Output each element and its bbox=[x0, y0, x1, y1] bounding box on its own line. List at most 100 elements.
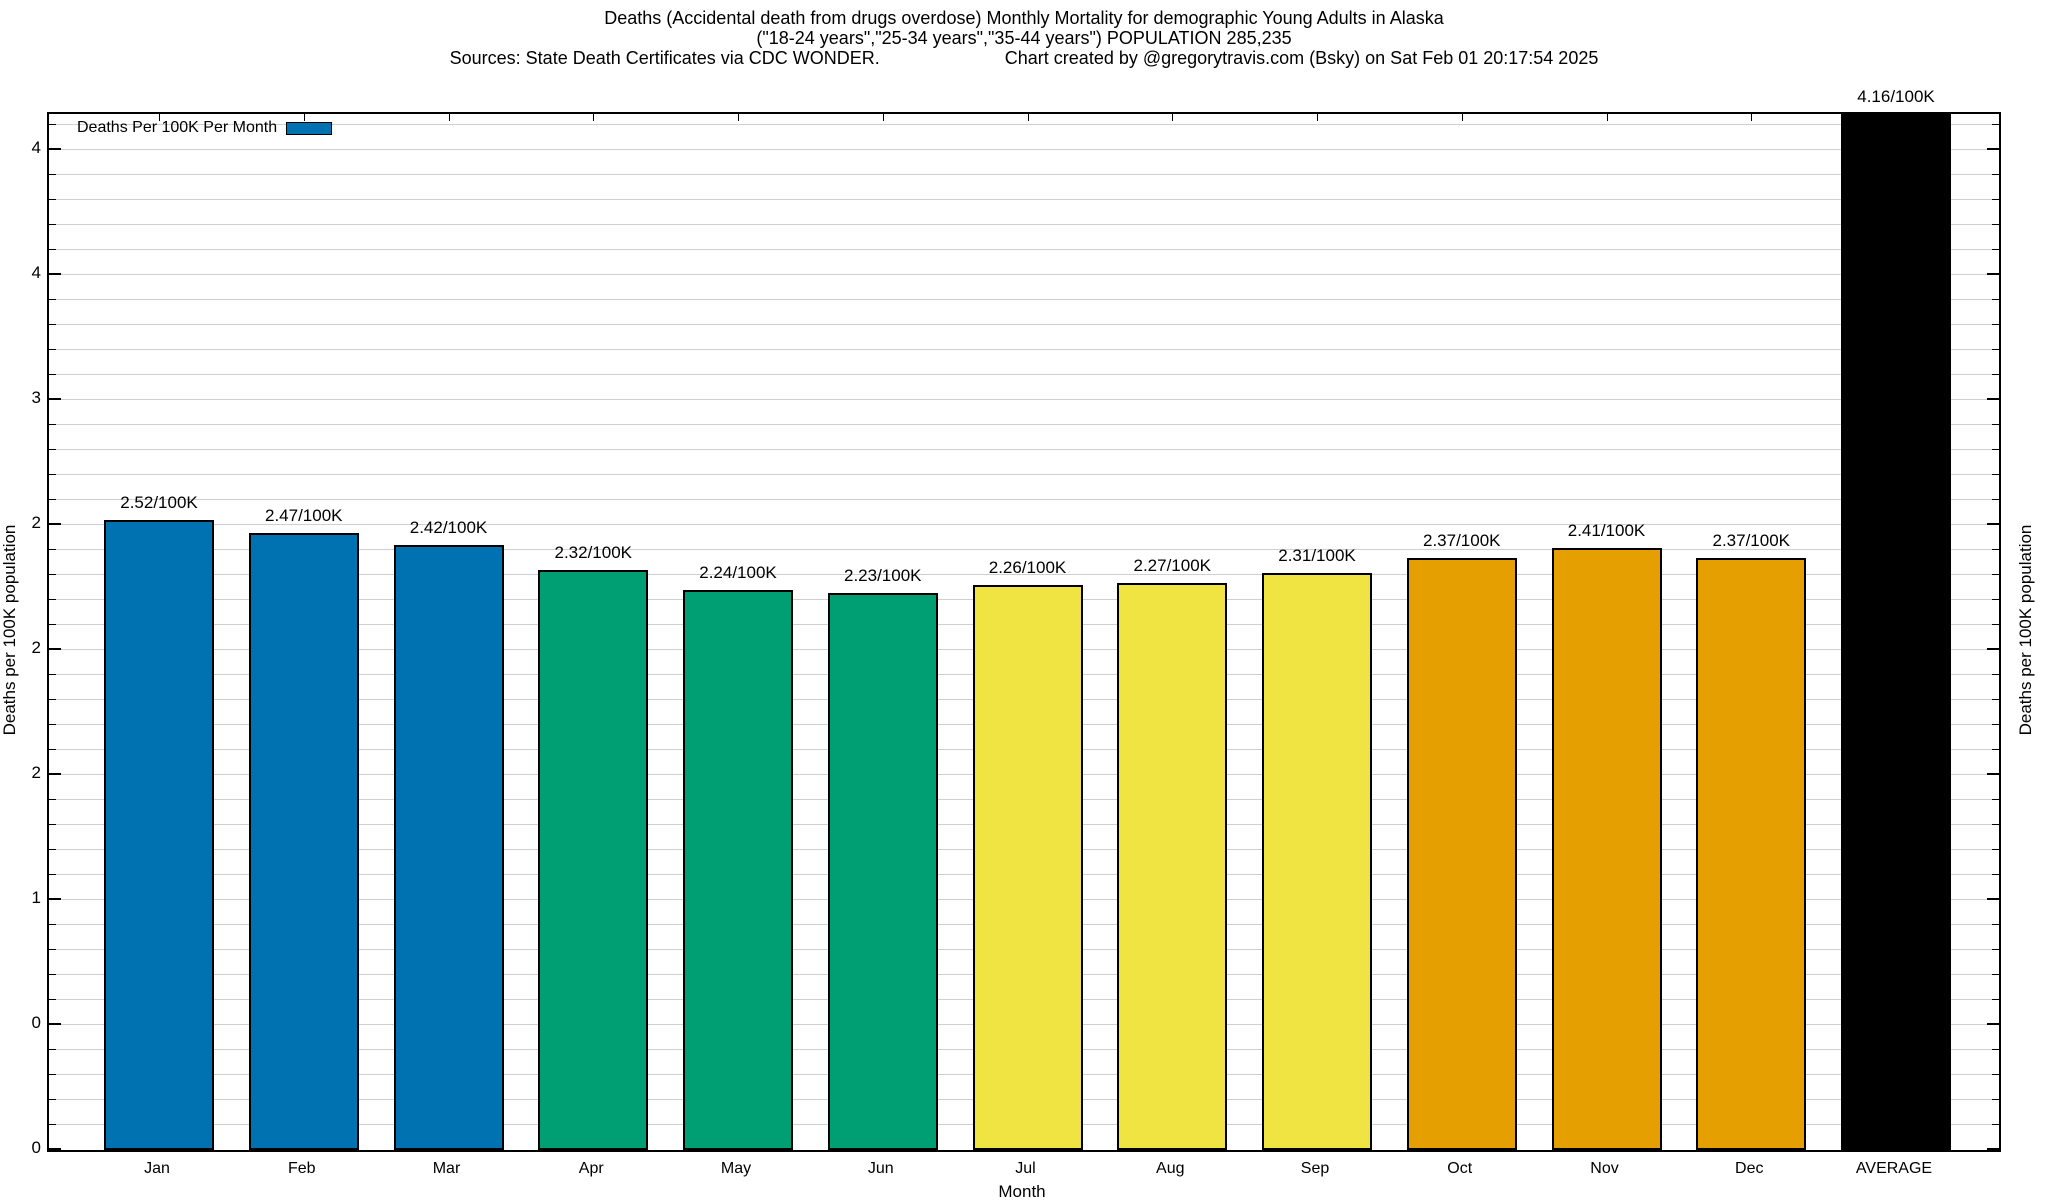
x-tick bbox=[1027, 114, 1029, 121]
y-minor-tick bbox=[49, 974, 56, 975]
y-minor-tick bbox=[1992, 724, 1999, 725]
y-minor-tick bbox=[1992, 999, 1999, 1000]
y-tick-label: 4 bbox=[31, 263, 41, 282]
y-minor-tick bbox=[1992, 1074, 1999, 1075]
x-tick-label-oct: Oct bbox=[1447, 1160, 1473, 1177]
y-major-tick bbox=[1987, 1148, 1999, 1150]
x-tick bbox=[738, 114, 739, 121]
x-tick bbox=[593, 114, 595, 121]
y-tick-label: 3 bbox=[31, 388, 41, 407]
y-minor-tick bbox=[1992, 1049, 1999, 1050]
y-minor-tick bbox=[49, 224, 56, 225]
y-minor-tick bbox=[1992, 449, 1999, 450]
y-minor-tick bbox=[49, 174, 56, 175]
x-tick bbox=[1317, 114, 1318, 121]
bar-value-label-apr: 2.32/100K bbox=[554, 543, 632, 562]
y-major-tick bbox=[49, 1148, 61, 1150]
y-major-tick bbox=[49, 1023, 61, 1025]
y-tick-label: 0 bbox=[31, 1138, 41, 1157]
y-minor-tick bbox=[49, 474, 56, 475]
x-tick-label-jul: Jul bbox=[1015, 1160, 1036, 1177]
y-minor-tick bbox=[1992, 124, 1999, 125]
bar-sep bbox=[1262, 572, 1372, 1150]
legend-swatch-icon bbox=[286, 121, 333, 135]
x-tick bbox=[1606, 114, 1608, 121]
x-tick bbox=[882, 114, 884, 121]
gridline bbox=[49, 549, 1999, 550]
y-axis-label-left: Deaths per 100K population bbox=[0, 524, 19, 736]
bar-mar bbox=[393, 545, 504, 1150]
gridline bbox=[49, 299, 1999, 300]
gridline bbox=[49, 149, 1999, 150]
x-tick bbox=[1461, 114, 1463, 121]
x-tick-label-average: AVERAGE bbox=[1855, 1160, 1933, 1177]
y-minor-tick bbox=[1992, 549, 1999, 550]
y-minor-tick bbox=[1992, 424, 1999, 425]
y-minor-tick bbox=[1992, 874, 1999, 875]
y-minor-tick bbox=[1992, 499, 1999, 500]
y-minor-tick bbox=[49, 824, 56, 825]
y-minor-tick bbox=[49, 849, 56, 850]
y-minor-tick bbox=[49, 1049, 56, 1050]
plot-area: 2.52/100K 2.47/100K 2.42/100K 2.32/100K 2.24… bbox=[47, 87, 2001, 1152]
y-minor-tick bbox=[49, 874, 56, 875]
y-minor-tick bbox=[49, 299, 56, 300]
bar-value-label-aug: 2.27/100K bbox=[1133, 555, 1211, 575]
y-major-tick bbox=[1987, 898, 1999, 900]
bar-jul bbox=[972, 585, 1083, 1150]
gridline bbox=[49, 424, 1999, 425]
y-minor-tick bbox=[49, 499, 56, 500]
y-minor-tick bbox=[1992, 349, 1999, 350]
y-minor-tick bbox=[1992, 1099, 1999, 1100]
y-major-tick bbox=[49, 773, 61, 775]
gridline bbox=[49, 399, 1999, 400]
y-major-tick bbox=[1987, 1023, 1999, 1025]
bar-average bbox=[1841, 114, 1951, 1150]
y-major-tick bbox=[1987, 273, 1999, 275]
y-minor-tick bbox=[1992, 1124, 1999, 1125]
gridline bbox=[49, 174, 1999, 175]
gridline bbox=[49, 324, 1999, 325]
x-tick-label-dec: Dec bbox=[1735, 1160, 1764, 1177]
y-minor-tick bbox=[1992, 199, 1999, 200]
y-minor-tick bbox=[1992, 949, 1999, 950]
chart-titles: Deaths (Accidental death from drugs over… bbox=[0, 8, 2048, 68]
y-minor-tick bbox=[1992, 974, 1999, 975]
y-minor-tick bbox=[1992, 824, 1999, 825]
y-minor-tick bbox=[1992, 599, 1999, 600]
chart-title-line2: ("18-24 years","25-34 years","35-44 year… bbox=[756, 28, 1292, 48]
x-tick bbox=[448, 114, 450, 121]
gridline bbox=[49, 474, 1999, 475]
y-minor-tick bbox=[49, 699, 56, 700]
x-tick-label-mar: Mar bbox=[432, 1160, 461, 1177]
bar-aug bbox=[1117, 582, 1228, 1150]
y-tick-label: 1 bbox=[31, 888, 41, 907]
y-tick-label: 2 bbox=[31, 513, 41, 532]
x-tick bbox=[1751, 114, 1753, 121]
y-minor-tick bbox=[1992, 174, 1999, 175]
y-minor-tick bbox=[49, 624, 56, 625]
y-minor-tick bbox=[49, 449, 56, 450]
gridline bbox=[49, 224, 1999, 225]
bar-value-label-jan: 2.52/100K bbox=[120, 493, 198, 512]
x-tick bbox=[159, 114, 160, 121]
y-minor-tick bbox=[1992, 474, 1999, 475]
bar-value-label-dec: 2.37/100K bbox=[1712, 530, 1790, 550]
legend-label: Deaths Per 100K Per Month bbox=[77, 119, 278, 136]
y-minor-tick bbox=[49, 324, 56, 325]
bar-value-label-nov: 2.41/100K bbox=[1567, 520, 1646, 540]
x-tick-label-feb: Feb bbox=[287, 1160, 316, 1177]
bar-may bbox=[683, 590, 793, 1150]
y-minor-tick bbox=[1992, 924, 1999, 925]
y-minor-tick bbox=[49, 799, 56, 800]
y-major-tick bbox=[49, 898, 61, 900]
y-minor-tick bbox=[1992, 299, 1999, 300]
gridline bbox=[49, 449, 1999, 450]
y-minor-tick bbox=[1992, 674, 1999, 675]
bar-value-label-sep: 2.31/100K bbox=[1278, 545, 1356, 565]
y-axis-label-right: Deaths per 100K population bbox=[2016, 524, 2035, 736]
bar-jun bbox=[827, 592, 938, 1150]
bar-value-label-mar: 2.42/100K bbox=[409, 518, 488, 537]
y-minor-tick bbox=[49, 249, 56, 250]
